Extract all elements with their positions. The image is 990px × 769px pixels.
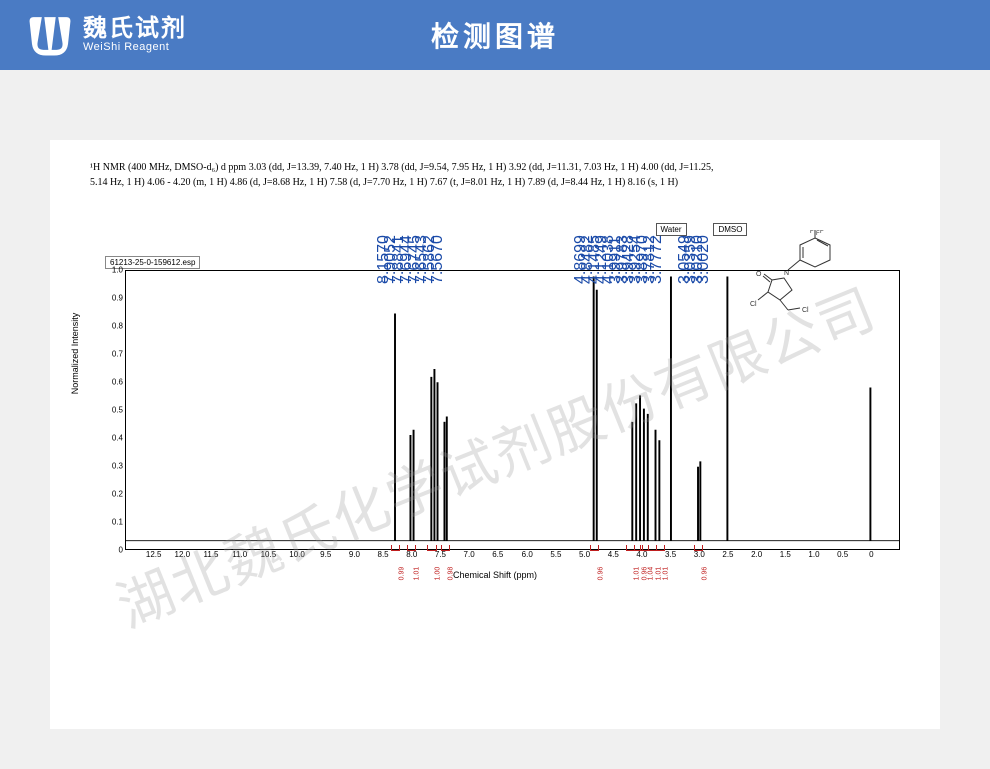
logo-chinese: 魏氏试剂	[83, 17, 187, 41]
y-tick: 0.9	[112, 294, 123, 303]
y-tick: 0.2	[112, 490, 123, 499]
x-tick: 4.0	[636, 550, 647, 559]
peak-ppm-label: 3.7772	[648, 235, 666, 284]
x-tick: 10.0	[289, 550, 305, 559]
content-area: ¹H NMR (400 MHz, DMSO-d₆) d ppm 3.03 (dd…	[0, 70, 990, 769]
x-tick: 5.0	[579, 550, 590, 559]
x-tick: 8.0	[406, 550, 417, 559]
integration-value: 0.99	[398, 567, 405, 581]
dmso-label: DMSO	[713, 223, 747, 236]
x-tick: 3.5	[665, 550, 676, 559]
x-tick: 6.0	[522, 550, 533, 559]
x-tick: 9.0	[349, 550, 360, 559]
logo-area: 魏氏试剂 WeiShi Reagent	[0, 13, 187, 58]
y-tick: 0.8	[112, 322, 123, 331]
spectrum-peaks	[126, 271, 899, 549]
y-tick: 0.6	[112, 378, 123, 387]
logo-text: 魏氏试剂 WeiShi Reagent	[83, 17, 187, 53]
integration-value: 1.01	[633, 567, 640, 581]
x-tick: 1.5	[780, 550, 791, 559]
y-tick: 1.0	[112, 266, 123, 275]
svg-text:F: F	[810, 230, 814, 235]
x-tick: 11.0	[232, 550, 247, 559]
y-tick: 0	[119, 546, 123, 555]
x-tick: 11.5	[204, 550, 219, 559]
x-tick: 4.5	[608, 550, 619, 559]
integration-value: 1.01	[663, 567, 670, 581]
logo-english: WeiShi Reagent	[83, 41, 187, 53]
page-title: 检测图谱	[431, 15, 559, 55]
nmr-line2: 5.14 Hz, 1 H) 4.06 - 4.20 (m, 1 H) 4.86 …	[90, 177, 678, 188]
y-tick: 0.5	[112, 406, 123, 415]
y-tick-container: 1.00.90.80.70.60.50.40.30.20.10	[100, 270, 125, 550]
nmr-spectrum: 61213-25-0-159612.esp Normalized Intensi…	[70, 260, 920, 600]
nmr-line1: ¹H NMR (400 MHz, DMSO-d₆) d ppm 3.03 (dd…	[90, 162, 714, 173]
x-tick-container: 12.5 12.0 11.5 11.0 10.5 10.0 9.5 9.0 8.5 8.0 7.5 7…	[125, 550, 900, 562]
peak-ppm-label: 3.0020	[695, 235, 713, 284]
x-tick: 9.5	[320, 550, 331, 559]
nmr-description: ¹H NMR (400 MHz, DMSO-d₆) d ppm 3.03 (dd…	[70, 160, 920, 190]
chart-plot-area: Water DMSO 8.15707.90527.88417.69447.674…	[125, 270, 900, 550]
x-tick: 7.5	[435, 550, 446, 559]
y-tick: 0.7	[112, 350, 123, 359]
integration-value: 0.96	[597, 567, 604, 581]
company-logo-icon	[25, 13, 75, 58]
spectrum-paper: ¹H NMR (400 MHz, DMSO-d₆) d ppm 3.03 (dd…	[50, 140, 940, 729]
x-tick: 2.0	[751, 550, 762, 559]
x-tick: 7.0	[464, 550, 475, 559]
integration-value: 0.98	[448, 567, 455, 581]
x-axis-label: Chemical Shift (ppm)	[453, 570, 537, 580]
x-tick: 5.5	[550, 550, 561, 559]
x-tick: 12.0	[175, 550, 191, 559]
peak-ppm-label: 7.5670	[429, 235, 447, 284]
y-tick: 0.4	[112, 434, 123, 443]
x-tick: 2.5	[722, 550, 733, 559]
integration-value: 1.04	[647, 567, 654, 581]
integration-value: 1.01	[655, 567, 662, 581]
x-tick: 12.5	[146, 550, 162, 559]
integration-value: 1.01	[414, 567, 421, 581]
y-tick: 0.3	[112, 462, 123, 471]
x-tick: 10.5	[261, 550, 277, 559]
y-tick: 0.1	[112, 518, 123, 527]
x-tick: 0.5	[837, 550, 848, 559]
header-bar: 魏氏试剂 WeiShi Reagent 检测图谱	[0, 0, 990, 70]
svg-text:F: F	[820, 230, 824, 235]
x-tick: 3.0	[694, 550, 705, 559]
integration-value: 1.00	[435, 567, 442, 581]
x-tick: 1.0	[808, 550, 819, 559]
x-tick: 0	[869, 550, 873, 559]
x-tick: 6.5	[492, 550, 503, 559]
x-tick: 8.5	[378, 550, 389, 559]
y-axis-label: Normalized Intensity	[70, 313, 80, 395]
integration-value: 0.96	[701, 567, 708, 581]
